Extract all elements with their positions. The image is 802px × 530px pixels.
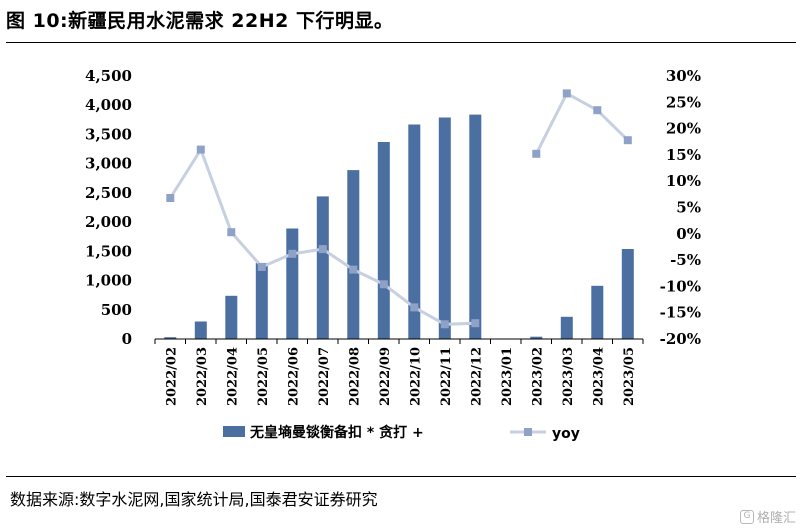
- x-axis-tick-label: 2023/03: [561, 347, 576, 406]
- right-axis-tick-label: -15%: [660, 304, 701, 322]
- yoy-point: [379, 280, 388, 289]
- x-axis-tick-label: 2022/02: [164, 347, 179, 406]
- legend-line-label: yoy: [552, 426, 580, 442]
- x-axis-tick-label: 2022/09: [378, 347, 393, 406]
- bar: [164, 337, 177, 339]
- title-rule: [6, 42, 796, 43]
- chart-title: 图 10:新疆民用水泥需求 22H2 下行明显。: [6, 10, 394, 32]
- bar: [408, 124, 421, 339]
- bar: [286, 228, 299, 339]
- x-axis-tick-label: 2022/03: [195, 347, 210, 406]
- x-axis-tick-label: 2022/12: [469, 347, 484, 406]
- yoy-point: [562, 89, 571, 98]
- yoy-point: [440, 320, 449, 329]
- yoy-point: [593, 106, 602, 115]
- right-axis-tick-label: 5%: [676, 199, 701, 217]
- right-axis-tick-label: 30%: [666, 67, 701, 85]
- legend: 无皇墒曼锬衡备扣 * 贪打 + yoy: [223, 424, 580, 442]
- right-axis-tick-label: 25%: [666, 93, 701, 111]
- legend-line-marker: [524, 428, 532, 436]
- bar: [377, 142, 390, 339]
- bar: [530, 336, 543, 339]
- x-axis: [154, 338, 644, 344]
- bar-series: [164, 114, 634, 339]
- left-axis-tick-label: 3,000: [85, 155, 132, 173]
- right-axis-tick-label: 10%: [666, 172, 701, 190]
- right-axis-ticks: -20% -15% -10% -5% 0% 5% 10% 15% 20% 25% 30%: [660, 67, 701, 348]
- bar: [469, 114, 482, 339]
- bar: [560, 316, 573, 339]
- watermark-text: 格隆汇: [756, 511, 796, 526]
- left-axis-tick-label: 1,000: [85, 272, 132, 290]
- bar: [347, 170, 360, 339]
- yoy-point: [349, 265, 358, 274]
- left-axis-tick-label: 2,000: [85, 213, 132, 231]
- x-axis-tick-label: 2022/07: [317, 347, 332, 406]
- yoy-point: [227, 228, 236, 237]
- yoy-point: [410, 303, 419, 312]
- x-axis-tick-label: 2022/10: [408, 347, 423, 406]
- watermark-logo-icon: G: [739, 509, 754, 524]
- bar: [194, 321, 207, 339]
- right-axis-tick-label: -5%: [670, 251, 701, 269]
- right-axis-tick-label: -10%: [660, 277, 701, 295]
- left-axis-tick-label: 0: [122, 330, 132, 348]
- bar: [225, 295, 238, 339]
- source-rule: [6, 476, 796, 477]
- left-axis-ticks: 0 500 1,000 1,500 2,000 2,500 3,000 3,500 4,000 4…: [85, 67, 132, 348]
- right-axis-tick-label: 20%: [666, 120, 701, 138]
- yoy-point: [623, 136, 632, 145]
- bar: [621, 249, 634, 339]
- yoy-point: [288, 249, 297, 258]
- x-axis-tick-label: 2022/06: [286, 347, 301, 406]
- left-axis-tick-label: 4,000: [85, 96, 132, 114]
- right-axis-tick-label: -20%: [660, 330, 701, 348]
- bar: [438, 117, 451, 339]
- yoy-point: [196, 145, 205, 154]
- legend-bar-swatch: [223, 426, 245, 437]
- yoy-point: [257, 262, 266, 271]
- yoy-series: [166, 89, 632, 329]
- yoy-line-segment: [534, 91, 629, 155]
- x-axis-tick-label: 2023/05: [622, 347, 637, 406]
- legend-bar-label: 无皇墒曼锬衡备扣 * 贪打 +: [249, 424, 424, 441]
- left-axis-tick-label: 4,500: [85, 67, 132, 85]
- left-axis-tick-label: 500: [101, 301, 132, 319]
- bar: [316, 196, 329, 339]
- source-note: 数据来源:数字水泥网,国家统计局,国泰君安证券研究: [10, 490, 378, 509]
- bar: [255, 263, 268, 339]
- x-axis-tick-label: 2023/02: [530, 347, 545, 406]
- x-axis-tick-label: 2022/08: [347, 347, 362, 406]
- yoy-point: [318, 245, 327, 254]
- chart: 0 500 1,000 1,500 2,000 2,500 3,000 3,500 4,000 4…: [85, 67, 701, 442]
- yoy-point: [471, 319, 480, 328]
- right-axis-tick-label: 15%: [666, 146, 701, 164]
- yoy-point: [532, 149, 541, 158]
- left-axis-tick-label: 3,500: [85, 125, 132, 143]
- x-axis-tick-label: 2022/05: [256, 347, 271, 406]
- left-axis-tick-label: 1,500: [85, 242, 132, 260]
- left-axis-tick-label: 2,500: [85, 184, 132, 202]
- watermark: G 格隆汇: [739, 507, 796, 526]
- yoy-point: [166, 194, 175, 202]
- x-axis-tick-label: 2023/01: [500, 347, 515, 406]
- x-axis-tick-label: 2022/04: [225, 347, 240, 406]
- x-axis-ticks: 2022/02 2022/03 2022/04 2022/05 2022/06 2022/…: [164, 347, 637, 406]
- x-axis-tick-label: 2022/11: [439, 347, 454, 406]
- bar: [591, 285, 604, 339]
- right-axis-tick-label: 0%: [676, 225, 701, 243]
- x-axis-tick-label: 2023/04: [591, 347, 606, 406]
